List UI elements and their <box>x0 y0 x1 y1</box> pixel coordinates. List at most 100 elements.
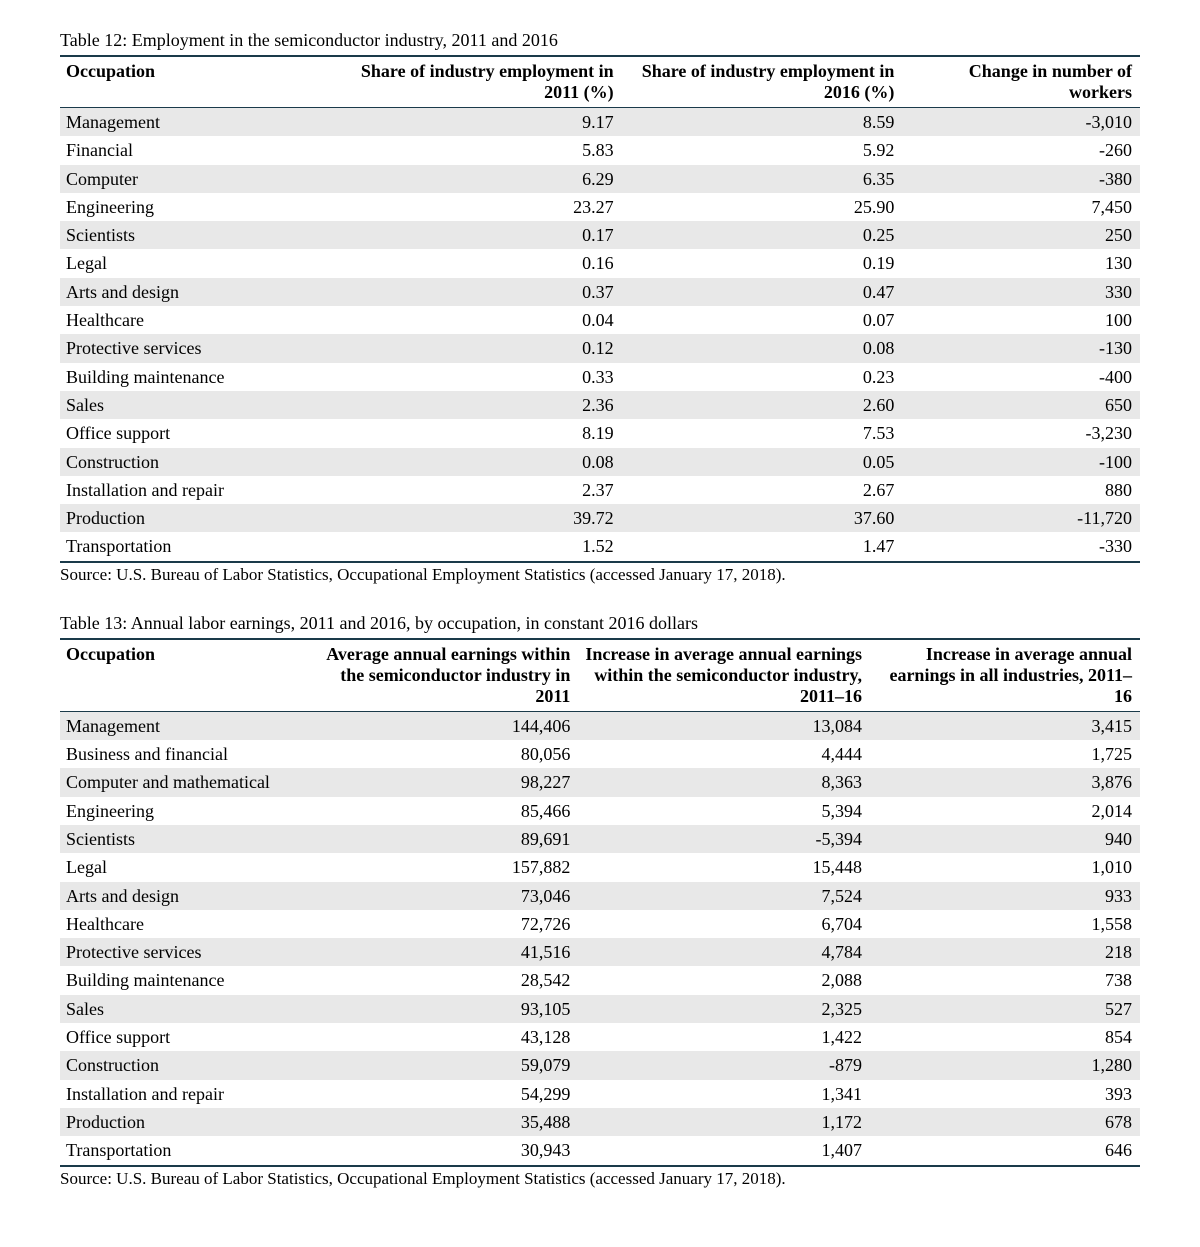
occupation-cell: Protective services <box>60 938 298 966</box>
value-cell: -100 <box>902 448 1140 476</box>
value-cell: 2.60 <box>622 391 903 419</box>
value-cell: 393 <box>870 1080 1140 1108</box>
value-cell: 4,784 <box>578 938 870 966</box>
value-cell: -130 <box>902 334 1140 362</box>
value-cell: 1,422 <box>578 1023 870 1051</box>
value-cell: 9.17 <box>341 108 622 137</box>
table-row: Construction59,079-8791,280 <box>60 1051 1140 1079</box>
value-cell: 7,524 <box>578 882 870 910</box>
occupation-cell: Building maintenance <box>60 363 341 391</box>
value-cell: -11,720 <box>902 504 1140 532</box>
column-header: Occupation <box>60 639 298 712</box>
occupation-cell: Office support <box>60 419 341 447</box>
value-cell: 23.27 <box>341 193 622 221</box>
value-cell: -260 <box>902 136 1140 164</box>
value-cell: 933 <box>870 882 1140 910</box>
value-cell: 157,882 <box>298 853 579 881</box>
value-cell: 30,943 <box>298 1136 579 1165</box>
table-13: OccupationAverage annual earnings within… <box>60 638 1140 1167</box>
occupation-cell: Building maintenance <box>60 966 298 994</box>
table-row: Production35,4881,172678 <box>60 1108 1140 1136</box>
table-row: Arts and design73,0467,524933 <box>60 882 1140 910</box>
value-cell: 1,558 <box>870 910 1140 938</box>
occupation-cell: Engineering <box>60 797 298 825</box>
table-row: Sales2.362.60650 <box>60 391 1140 419</box>
occupation-cell: Healthcare <box>60 306 341 334</box>
value-cell: 0.37 <box>341 278 622 306</box>
value-cell: 0.04 <box>341 306 622 334</box>
value-cell: 6.29 <box>341 165 622 193</box>
table-row: Healthcare0.040.07100 <box>60 306 1140 334</box>
value-cell: 28,542 <box>298 966 579 994</box>
occupation-cell: Legal <box>60 853 298 881</box>
value-cell: 80,056 <box>298 740 579 768</box>
table-row: Building maintenance28,5422,088738 <box>60 966 1140 994</box>
value-cell: 73,046 <box>298 882 579 910</box>
value-cell: 89,691 <box>298 825 579 853</box>
table-13-body: Management144,40613,0843,415Business and… <box>60 711 1140 1165</box>
occupation-cell: Computer <box>60 165 341 193</box>
value-cell: 2,014 <box>870 797 1140 825</box>
value-cell: 4,444 <box>578 740 870 768</box>
value-cell: 1,010 <box>870 853 1140 881</box>
table-12: OccupationShare of industry employment i… <box>60 55 1140 563</box>
occupation-cell: Production <box>60 504 341 532</box>
column-header: Increase in average annual earnings with… <box>578 639 870 712</box>
occupation-cell: Engineering <box>60 193 341 221</box>
value-cell: 0.25 <box>622 221 903 249</box>
value-cell: 218 <box>870 938 1140 966</box>
table-row: Arts and design0.370.47330 <box>60 278 1140 306</box>
occupation-cell: Business and financial <box>60 740 298 768</box>
table-12-source: Source: U.S. Bureau of Labor Statistics,… <box>60 565 1140 585</box>
table-row: Management144,40613,0843,415 <box>60 711 1140 740</box>
column-header: Change in number of workers <box>902 56 1140 108</box>
value-cell: -380 <box>902 165 1140 193</box>
value-cell: 646 <box>870 1136 1140 1165</box>
occupation-cell: Sales <box>60 995 298 1023</box>
value-cell: 738 <box>870 966 1140 994</box>
value-cell: 5,394 <box>578 797 870 825</box>
value-cell: 3,876 <box>870 768 1140 796</box>
table-row: Business and financial80,0564,4441,725 <box>60 740 1140 768</box>
value-cell: 15,448 <box>578 853 870 881</box>
value-cell: 0.19 <box>622 249 903 277</box>
value-cell: 880 <box>902 476 1140 504</box>
value-cell: 1,172 <box>578 1108 870 1136</box>
table-12-body: Management9.178.59-3,010Financial5.835.9… <box>60 108 1140 562</box>
value-cell: 54,299 <box>298 1080 579 1108</box>
value-cell: 2.37 <box>341 476 622 504</box>
value-cell: -400 <box>902 363 1140 391</box>
value-cell: 1,280 <box>870 1051 1140 1079</box>
table-12-head: OccupationShare of industry employment i… <box>60 56 1140 108</box>
column-header: Increase in average annual earnings in a… <box>870 639 1140 712</box>
column-header: Share of industry employment in 2016 (%) <box>622 56 903 108</box>
value-cell: 2.67 <box>622 476 903 504</box>
occupation-cell: Management <box>60 108 341 137</box>
table-13-head: OccupationAverage annual earnings within… <box>60 639 1140 712</box>
occupation-cell: Arts and design <box>60 278 341 306</box>
value-cell: 8.19 <box>341 419 622 447</box>
table-row: Production39.7237.60-11,720 <box>60 504 1140 532</box>
column-header: Share of industry employment in 2011 (%) <box>341 56 622 108</box>
value-cell: 6.35 <box>622 165 903 193</box>
table-row: Engineering23.2725.907,450 <box>60 193 1140 221</box>
occupation-cell: Installation and repair <box>60 476 341 504</box>
value-cell: 85,466 <box>298 797 579 825</box>
value-cell: 5.83 <box>341 136 622 164</box>
value-cell: 250 <box>902 221 1140 249</box>
occupation-cell: Production <box>60 1108 298 1136</box>
value-cell: 650 <box>902 391 1140 419</box>
occupation-cell: Scientists <box>60 825 298 853</box>
value-cell: 0.05 <box>622 448 903 476</box>
value-cell: 0.08 <box>622 334 903 362</box>
table-row: Healthcare72,7266,7041,558 <box>60 910 1140 938</box>
value-cell: 43,128 <box>298 1023 579 1051</box>
value-cell: 0.07 <box>622 306 903 334</box>
value-cell: 59,079 <box>298 1051 579 1079</box>
table-row: Legal157,88215,4481,010 <box>60 853 1140 881</box>
value-cell: 7.53 <box>622 419 903 447</box>
table-row: Engineering85,4665,3942,014 <box>60 797 1140 825</box>
value-cell: 144,406 <box>298 711 579 740</box>
column-header: Occupation <box>60 56 341 108</box>
table-row: Building maintenance0.330.23-400 <box>60 363 1140 391</box>
